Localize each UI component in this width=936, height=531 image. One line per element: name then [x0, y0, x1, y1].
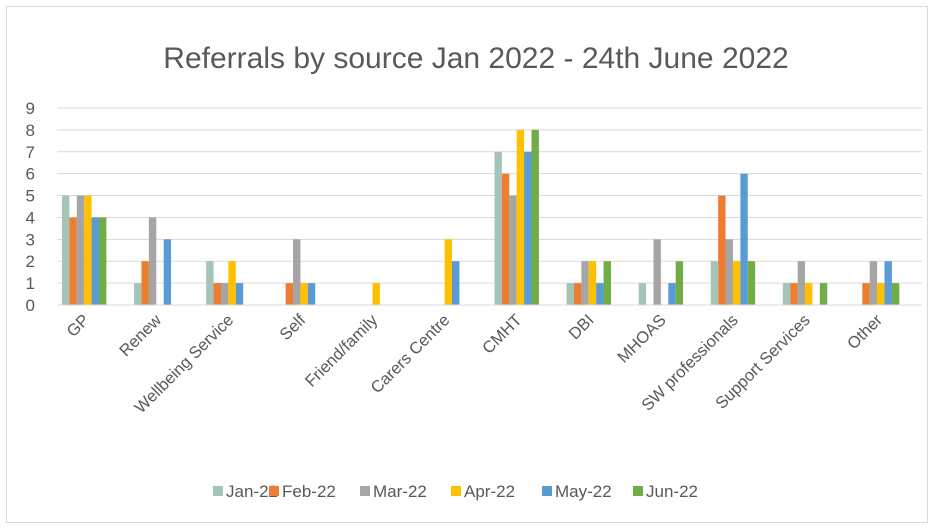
- bar-apr-22-friend-family: [372, 283, 380, 305]
- bar-feb-22-gp: [69, 217, 77, 305]
- bar-may-22-other: [884, 261, 892, 305]
- gridlines: [57, 107, 922, 284]
- bar-jun-22-cmht: [531, 129, 539, 305]
- legend-item: Apr-22: [451, 482, 515, 501]
- x-category-label: DBI: [565, 311, 597, 343]
- legend-label: Jun-22: [646, 482, 698, 501]
- y-tick-label: 5: [26, 187, 35, 206]
- bar-feb-22-support-services: [790, 283, 798, 305]
- bar-mar-22-gp: [76, 195, 85, 305]
- bar-mar-22-sw-professionals: [725, 239, 733, 305]
- bar-jun-22-sw-professionals: [747, 261, 756, 305]
- bar-may-22-wellbeing-service: [235, 283, 244, 305]
- legend-label: Apr-22: [464, 482, 515, 501]
- bar-jun-22-other: [891, 283, 900, 305]
- bar-apr-22-carers-centre: [444, 239, 453, 305]
- bar-jan-22-dbi: [566, 283, 574, 305]
- bar-apr-22-sw-professionals: [732, 261, 741, 305]
- y-tick-label: 3: [26, 230, 35, 249]
- bar-mar-22-self: [293, 239, 301, 305]
- bar-feb-22-renew: [141, 261, 149, 305]
- bar-may-22-sw-professionals: [740, 173, 748, 305]
- legend-label: May-22: [555, 482, 612, 501]
- bar-mar-22-renew: [148, 217, 157, 305]
- legend-item: Jan-22: [213, 482, 278, 501]
- bar-jan-22-mhoas: [638, 283, 647, 305]
- bar-mar-22-wellbeing-service: [220, 283, 229, 305]
- legend: Jan-22 Feb-22 Mar-22 Apr-22 May-22 Jun-22: [213, 482, 698, 501]
- bar-may-22-gp: [91, 217, 99, 305]
- bar-apr-22-wellbeing-service: [228, 261, 236, 305]
- x-category-label: Friend/family: [302, 311, 382, 391]
- bar-apr-22-other: [877, 283, 885, 305]
- bar-feb-22-cmht: [501, 173, 510, 305]
- bar-mar-22-other: [869, 261, 878, 305]
- x-category-label: Self: [276, 311, 309, 344]
- y-tick-label: 7: [26, 143, 35, 162]
- chart-title: Referrals by source Jan 2022 - 24th June…: [163, 42, 788, 75]
- bar-apr-22-gp: [84, 195, 92, 305]
- legend-item: Mar-22: [360, 482, 427, 501]
- y-tick-label: 8: [26, 121, 35, 140]
- bar-jan-22-wellbeing-service: [206, 261, 214, 305]
- bar-may-22-renew: [163, 239, 172, 305]
- legend-label: Jan-22: [226, 482, 278, 501]
- y-axis-ticks: 0 1 2 3 4 5 6 7 8 9: [26, 99, 35, 315]
- chart-frame: [6, 6, 928, 523]
- bar-jan-22-gp: [62, 195, 70, 305]
- bar-jan-22-support-services: [782, 283, 791, 305]
- legend-swatch: [213, 486, 223, 496]
- bar-mar-22-cmht: [509, 195, 517, 305]
- x-category-label: Renew: [116, 311, 165, 360]
- bar-jan-22-sw-professionals: [710, 261, 719, 305]
- bar-feb-22-wellbeing-service: [213, 283, 221, 305]
- y-tick-label: 2: [26, 252, 35, 271]
- bar-may-22-mhoas: [668, 283, 676, 305]
- x-category-label: CMHT: [479, 311, 525, 357]
- bar-jun-22-gp: [99, 217, 107, 305]
- legend-swatch: [269, 486, 279, 496]
- bar-feb-22-self: [285, 283, 294, 305]
- bar-mar-22-support-services: [797, 261, 806, 305]
- bars: [62, 129, 900, 305]
- legend-item: Feb-22: [269, 482, 336, 501]
- bar-jan-22-renew: [134, 283, 142, 305]
- y-tick-label: 6: [26, 165, 35, 184]
- bar-mar-22-mhoas: [653, 239, 661, 305]
- y-tick-label: 9: [26, 99, 35, 118]
- legend-swatch: [542, 486, 552, 496]
- bar-jan-22-cmht: [494, 151, 502, 305]
- bar-apr-22-self: [300, 283, 308, 305]
- bar-jun-22-mhoas: [675, 261, 684, 305]
- x-category-label: GP: [63, 311, 93, 341]
- legend-label: Feb-22: [282, 482, 336, 501]
- bar-may-22-carers-centre: [452, 261, 460, 305]
- legend-swatch: [360, 486, 370, 496]
- bar-jun-22-support-services: [819, 283, 828, 305]
- bar-may-22-self: [307, 283, 316, 305]
- legend-item: May-22: [542, 482, 612, 501]
- legend-swatch: [633, 486, 643, 496]
- bar-feb-22-dbi: [573, 283, 582, 305]
- y-tick-label: 0: [26, 296, 35, 315]
- bar-apr-22-cmht: [516, 129, 525, 305]
- bar-jun-22-dbi: [603, 261, 611, 305]
- x-category-label: MHOAS: [614, 311, 670, 367]
- bar-apr-22-support-services: [805, 283, 813, 305]
- y-tick-label: 4: [26, 208, 35, 227]
- legend-label: Mar-22: [373, 482, 427, 501]
- bar-feb-22-sw-professionals: [718, 195, 726, 305]
- bar-feb-22-other: [862, 283, 870, 305]
- legend-item: Jun-22: [633, 482, 698, 501]
- bar-mar-22-dbi: [581, 261, 589, 305]
- bar-may-22-dbi: [596, 283, 604, 305]
- x-category-label: Other: [844, 311, 886, 353]
- bar-may-22-cmht: [524, 151, 532, 305]
- y-tick-label: 1: [26, 274, 35, 293]
- bar-apr-22-dbi: [588, 261, 597, 305]
- legend-swatch: [451, 486, 461, 496]
